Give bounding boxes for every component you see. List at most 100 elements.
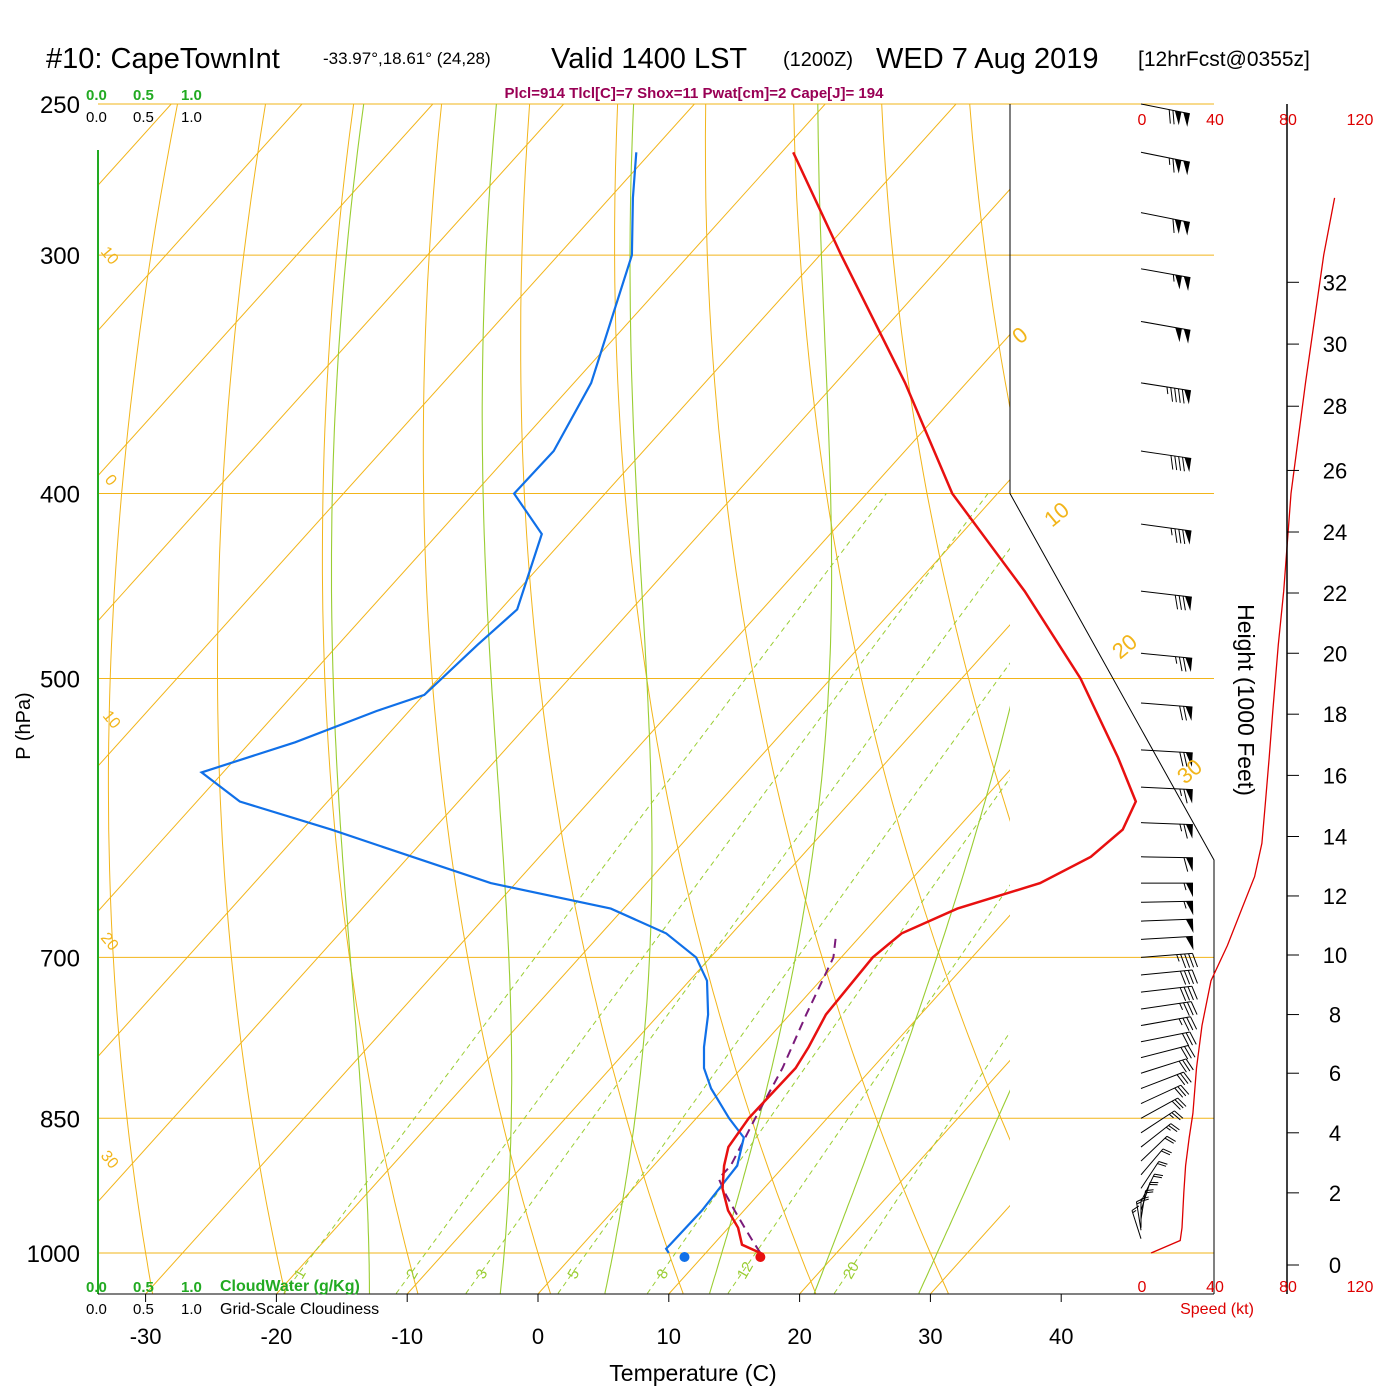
barb-half: [1168, 1113, 1174, 1119]
barb-full: [1157, 1163, 1167, 1167]
dry-adiabat-20: [614, 104, 817, 1294]
y-tick-label-1000: 1000: [27, 1241, 80, 1268]
wind-barb: [1140, 450, 1192, 472]
moist-adiabat-0: [481, 104, 513, 1294]
barb-full: [1190, 1016, 1198, 1030]
barb-full: [1180, 954, 1187, 969]
barb-full: [1190, 1001, 1198, 1015]
mixing-ratio-2: [395, 493, 989, 1294]
barb-staff: [1140, 652, 1193, 659]
barb-staff: [1140, 268, 1191, 279]
wind-barb: [1140, 856, 1193, 872]
dry-adiabat--20: [217, 104, 286, 1294]
isotherm-0: [537, 769, 1010, 1294]
cloud-top-green-0: 0.0: [86, 87, 107, 104]
barb-full: [1183, 1002, 1190, 1016]
speed-top-tick-2: 80: [1279, 112, 1297, 129]
barb-pennant: [1185, 919, 1194, 934]
barb-staff: [1140, 985, 1192, 993]
isotherm-lines: [98, 104, 1010, 1294]
barb-full: [1186, 1001, 1194, 1016]
barb-pennant: [1183, 276, 1191, 291]
mixing-ratio-lines: 1 2 3 5 8 12 20: [283, 493, 1010, 1294]
barb-staff: [1140, 590, 1192, 598]
barb-full: [1183, 824, 1188, 839]
barb-staff: [1140, 1031, 1190, 1043]
moist-adiabat-16: [709, 104, 833, 1294]
cloud-legend-top: 0.0 0.5 1.0 0.0 0.5 1.0: [86, 87, 202, 126]
barb-full: [1161, 1150, 1171, 1156]
barb-pennant: [1183, 329, 1191, 344]
barb-full: [1179, 705, 1183, 721]
x-tick-label-20: 20: [787, 1324, 811, 1349]
barb-full: [1183, 986, 1191, 1001]
barb-full: [1162, 1148, 1172, 1154]
cloud-top-green-1: 0.5: [133, 87, 154, 104]
surface-dewpoint-marker: [679, 1252, 690, 1262]
dry-adiabat-label--10: 10: [99, 708, 124, 733]
y-tick-label-700: 700: [40, 945, 80, 972]
barb-staff: [1140, 969, 1193, 976]
barb-pennant: [1184, 530, 1192, 545]
barb-pennant: [1185, 857, 1193, 872]
barb-full: [1174, 1110, 1184, 1119]
barb-staff: [1140, 1148, 1164, 1176]
wind-barb: [1140, 212, 1190, 236]
wind-barb: [1140, 702, 1193, 721]
barb-full: [1179, 752, 1184, 767]
barb-half: [1183, 882, 1187, 891]
wind-barb: [1140, 1031, 1197, 1047]
mixing-ratio-20: [833, 1031, 1010, 1294]
moist-adiabat-24: [813, 705, 1010, 1294]
barb-pennant: [1183, 221, 1190, 236]
x-tick-label--10: -10: [391, 1324, 423, 1349]
barb-staff: [1140, 1071, 1184, 1089]
barb-pennant: [1186, 883, 1193, 898]
height-tick-label-22: 22: [1323, 581, 1347, 606]
barb-full: [1168, 1125, 1178, 1133]
isotherm--30: [145, 333, 1010, 1294]
dry-adiabat-lines: [107, 104, 1010, 1294]
barb-staff: [1140, 212, 1190, 223]
height-tick-label-12: 12: [1323, 884, 1347, 909]
cloud-top-black-2: 1.0: [181, 109, 202, 126]
height-tick-label-20: 20: [1323, 641, 1347, 666]
height-tick-label-24: 24: [1323, 520, 1347, 545]
speed-bottom-tick-3: 120: [1347, 1279, 1374, 1296]
barb-staff: [1140, 1097, 1179, 1119]
barb-staff: [1140, 935, 1193, 940]
barb-half: [1132, 1209, 1137, 1214]
barb-staff: [1140, 786, 1193, 791]
cloud-top-black-1: 0.5: [133, 109, 154, 126]
barb-half: [1179, 1003, 1184, 1011]
barb-full: [1176, 1074, 1186, 1086]
barb-half: [1168, 157, 1171, 165]
barb-half: [1165, 1126, 1171, 1131]
dry-adiabat--10: [321, 104, 419, 1294]
barb-full: [1180, 1047, 1189, 1060]
barb-full: [1181, 389, 1185, 404]
valid-time: Valid 1400 LST: [551, 43, 747, 75]
barb-full: [1182, 529, 1186, 544]
wind-barb: [1140, 268, 1191, 291]
wind-barb: [1140, 1084, 1190, 1104]
height-tick-label-32: 32: [1323, 270, 1347, 295]
barb-pennant: [1175, 327, 1182, 343]
wind-barb: [1140, 1161, 1168, 1189]
barb-full: [1184, 953, 1191, 968]
cloud-bottom-black-0: 0.0: [86, 1301, 107, 1318]
barb-staff: [1140, 1161, 1160, 1189]
barb-full: [1182, 1017, 1190, 1031]
x-tick-label--20: -20: [261, 1324, 293, 1349]
barb-staff: [1131, 1210, 1142, 1239]
barb-full: [1182, 657, 1187, 672]
barb-full: [1140, 1198, 1149, 1202]
wind-barb: [1140, 590, 1192, 611]
barb-full: [1171, 1100, 1181, 1110]
moist-adiabat-8: [604, 104, 653, 1294]
wind-barb: [1140, 1045, 1196, 1060]
speed-bottom-tick-2: 80: [1279, 1279, 1297, 1296]
barb-staff: [1135, 1201, 1142, 1231]
barb-staff: [1140, 822, 1193, 826]
